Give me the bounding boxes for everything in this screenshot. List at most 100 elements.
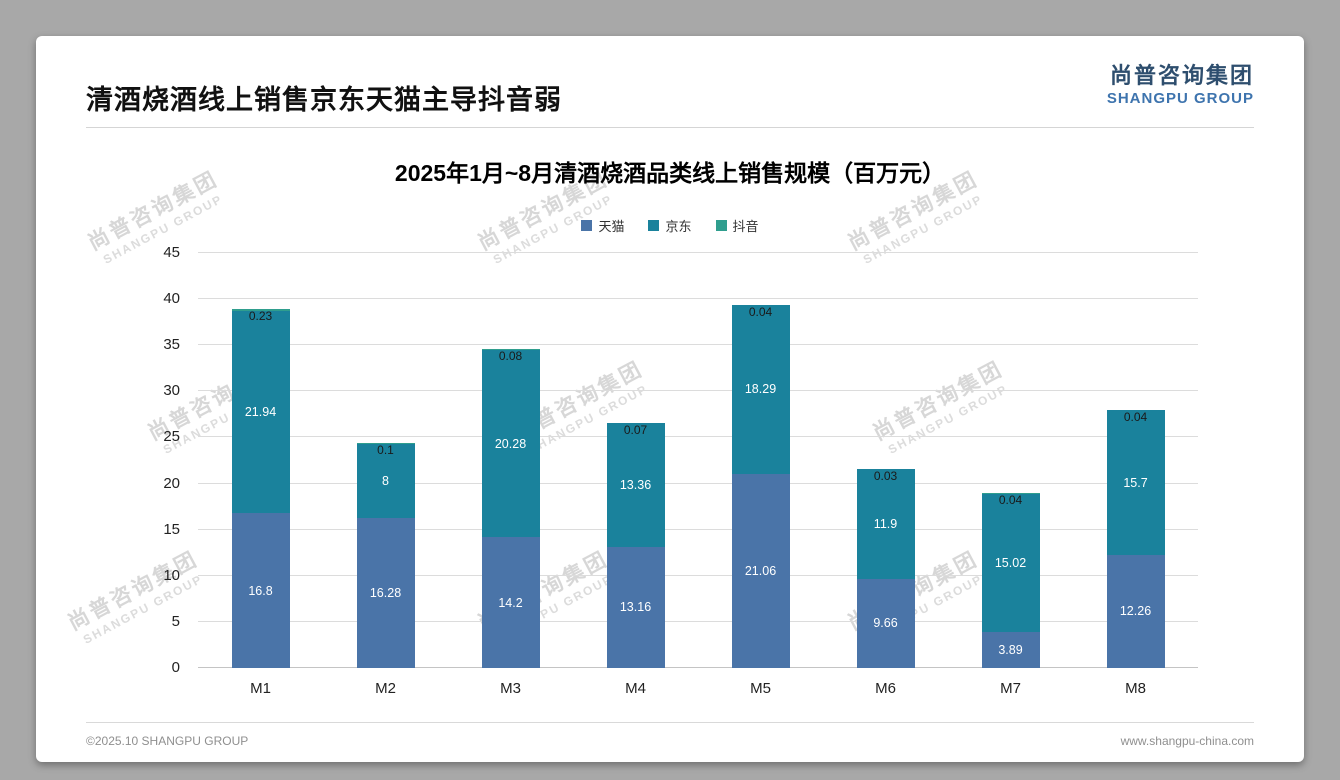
footer-website: www.shangpu-china.com [1120,734,1254,748]
segment-value-label: 12.26 [1119,604,1152,619]
x-axis: M1 M2 M3 M4 M5 M6 M7 M8 [198,680,1198,697]
bar-group: 14.2 20.28 0.08 [448,253,573,668]
bar-segment: 14.2 [481,537,540,668]
footer-copyright: ©2025.10 SHANGPU GROUP [86,734,249,748]
gridline [198,252,1198,253]
bar-segment [231,308,290,311]
x-tick-label: M6 [875,680,896,697]
x-tick-label: M7 [1000,680,1021,697]
gridline [198,298,1198,300]
bar-group: 16.8 21.94 0.23 [198,253,323,668]
legend-label: 天猫 [598,219,625,234]
legend-label: 抖音 [732,219,759,234]
legend-item: 抖音 [715,216,759,235]
y-tick-label: 35 [163,336,180,354]
x-tick-label: M3 [500,680,521,697]
bar-segment [481,349,540,351]
logo-chinese-name: 尚普咨询集团 [1109,63,1254,88]
stacked-bar: 9.66 11.9 [856,468,915,668]
page-title: 清酒烧酒线上销售京东天猫主导抖音弱 [86,85,562,115]
gridline [198,344,1198,346]
segment-value-label: 18.29 [744,382,777,397]
segment-value-label: 15.7 [1123,475,1148,490]
bar-segment: 9.66 [856,578,915,668]
segment-value-label: 3.89 [998,643,1023,658]
segment-value-label: 21.94 [244,404,277,419]
chart-title: 2025年1月~8月清酒烧酒品类线上销售规模（百万元） [394,160,946,186]
segment-value-label: 16.8 [248,583,273,598]
legend-marker-icon [715,220,727,231]
top-value-label: 0.04 [998,493,1023,508]
y-tick-label: 45 [163,244,180,261]
top-value-label: 0.23 [248,308,273,323]
legend-item: 天猫 [581,216,624,235]
bar-segment: 18.29 [731,305,790,474]
bar-segment: 8 [356,444,415,518]
bar-group: 9.66 11.9 0.03 [823,253,948,668]
bar-segment [356,443,415,445]
y-tick-label: 25 [163,428,180,446]
x-tick-label: M5 [750,680,771,697]
y-tick-label: 30 [163,382,180,400]
footer: ©2025.10 SHANGPU GROUP www.shangpu-china… [86,722,1254,748]
bar-segment: 11.9 [856,469,915,579]
top-value-label: 0.1 [377,443,394,458]
card-inner: 尚普咨询集团 SHANGPU GROUP 尚普咨询集团 SHANGPU GROUP 尚普… [36,36,1304,762]
legend-marker-icon [581,220,593,231]
y-tick-label: 40 [163,290,180,308]
bar-group: 16.28 8 0.1 [323,253,448,668]
x-tick-label: M8 [1125,680,1146,697]
bar-group: 12.26 15.7 0.04 [1073,253,1198,668]
segment-value-label: 16.28 [369,585,402,600]
stacked-bar: 16.8 21.94 [231,308,290,668]
bar-segment: 21.06 [731,473,790,668]
bar-segment: 3.89 [981,632,1040,668]
segment-value-label: 21.06 [744,563,777,578]
x-tick-label: M2 [375,680,396,697]
top-value-label: 0.03 [873,468,898,483]
bar-segment: 15.7 [1106,410,1165,555]
bar-group: 13.16 13.36 0.07 [573,253,698,668]
x-tick-label: M1 [250,680,271,697]
chart-legend: 天猫 京东 抖音 [86,216,1254,235]
x-tick-label: M4 [625,680,646,697]
gridline [198,528,1198,530]
gridline [198,620,1198,622]
segment-value-label: 9.66 [873,616,898,631]
bar-segment: 21.94 [231,310,290,514]
segment-value-label: 13.16 [619,600,652,615]
y-axis: 0 5 10 15 20 25 30 35 40 45 [144,244,188,676]
gridline [198,667,1198,668]
stacked-bar: 13.16 13.36 [606,422,665,668]
stacked-bar: 3.89 15.02 [981,493,1040,668]
top-value-label: 0.07 [623,422,648,437]
segment-value-label: 13.36 [619,478,652,493]
top-value-label: 0.04 [1123,409,1148,424]
bar-segment: 20.28 [481,350,540,538]
bars: 16.8 21.94 0.23 16.28 8 0.1 14.2 20.28 0.08 13.16… [198,253,1198,668]
bar-segment: 16.8 [231,513,290,668]
bar-segment: 13.16 [606,546,665,668]
legend-marker-icon [648,220,660,231]
legend-label: 京东 [665,219,692,234]
gridline [198,482,1198,484]
segment-value-label: 11.9 [873,517,898,532]
y-tick-label: 5 [171,612,180,630]
top-value-label: 0.04 [748,304,773,319]
chart-area: 0 5 10 15 20 25 30 35 40 45 16.8 21.94 0.23 16.28 8 0.… [163,244,1198,676]
gridline [198,574,1198,576]
gridline [198,436,1198,438]
header: 清酒烧酒线上销售京东天猫主导抖音弱 尚普咨询集团 SHANGPU GROUP [86,62,1254,117]
header-divider [86,127,1254,128]
gridline [198,390,1198,392]
y-tick-label: 0 [171,659,180,676]
stacked-bar: 21.06 18.29 [731,304,790,668]
bar-segment: 15.02 [981,493,1040,633]
y-tick-label: 15 [163,520,180,538]
segment-value-label: 15.02 [994,555,1027,570]
legend-item: 京东 [648,216,692,235]
logo-english-name: SHANGPU GROUP [1106,89,1254,107]
report-card: 尚普咨询集团 SHANGPU GROUP 尚普咨询集团 SHANGPU GROUP 尚普… [36,36,1304,762]
company-logo: 尚普咨询集团 SHANGPU GROUP [1107,62,1254,108]
stacked-bar: 14.2 20.28 [481,349,540,668]
